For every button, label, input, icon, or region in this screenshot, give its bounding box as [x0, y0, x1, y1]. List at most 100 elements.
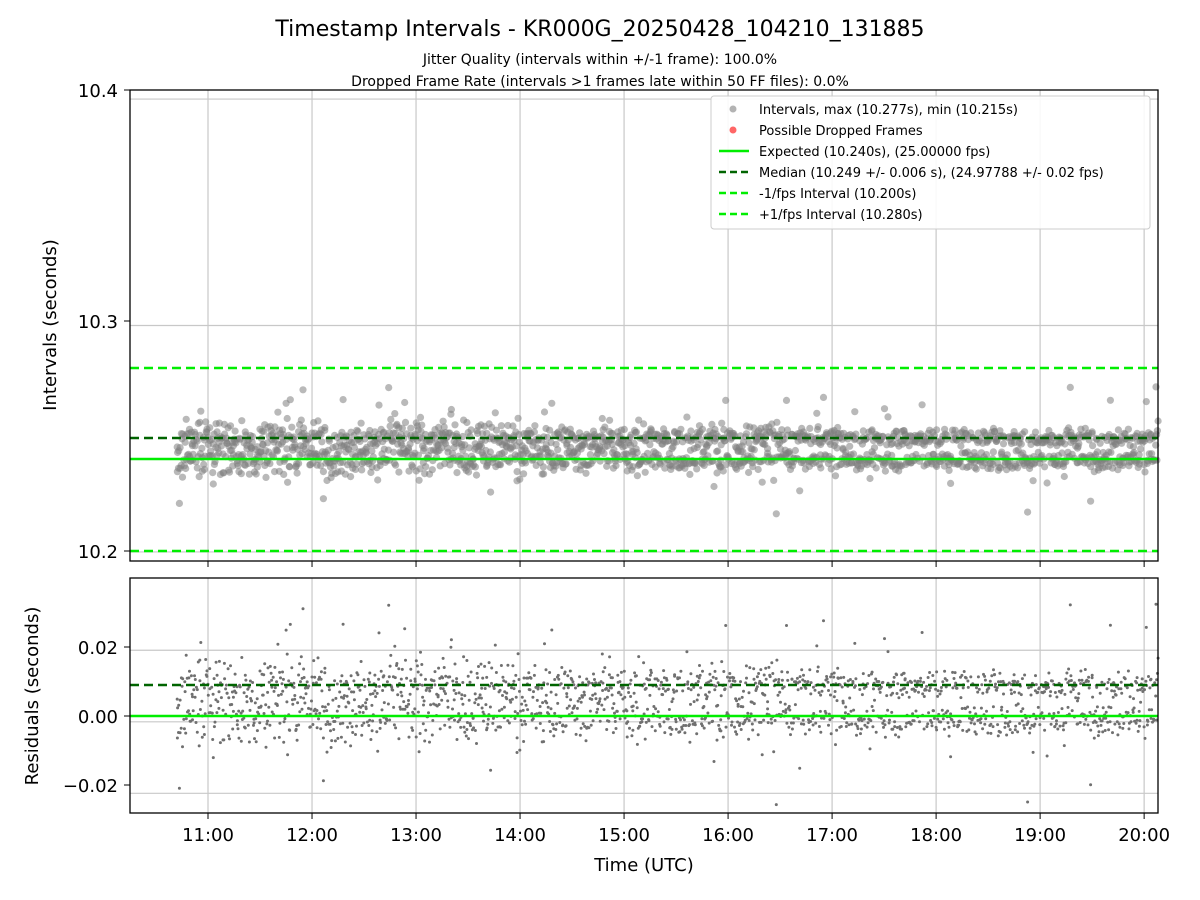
interval-point: [395, 468, 403, 476]
residual-point: [914, 709, 918, 713]
residual-point: [1109, 706, 1113, 710]
residual-point: [1132, 706, 1136, 710]
residual-point: [494, 728, 498, 732]
legend-label-minus-one: -1/fps Interval (10.200s): [759, 187, 916, 202]
x-tick-label: 19:00: [1014, 825, 1066, 846]
residual-point: [451, 679, 455, 683]
interval-point: [1137, 445, 1145, 453]
residual-point: [835, 728, 839, 732]
residual-point: [182, 727, 186, 731]
residual-point: [290, 666, 294, 670]
residual-point: [1143, 688, 1146, 692]
residual-point: [385, 719, 389, 722]
residual-point: [448, 725, 452, 729]
interval-point: [1093, 448, 1101, 456]
residual-point: [536, 686, 540, 689]
residual-point: [1033, 722, 1037, 726]
residual-point: [367, 680, 371, 684]
residual-point: [947, 734, 951, 738]
interval-point: [314, 417, 322, 425]
residual-point: [1028, 726, 1032, 730]
residual-point: [1056, 727, 1060, 731]
residual-point: [883, 723, 887, 727]
interval-point: [745, 439, 753, 447]
residual-point: [527, 671, 531, 675]
intervals-y-axis-label: Intervals (seconds): [40, 239, 61, 411]
interval-point: [415, 476, 423, 484]
residual-point: [802, 673, 805, 677]
residual-point: [343, 740, 347, 744]
residual-point: [382, 674, 386, 678]
residual-point: [270, 678, 274, 682]
residual-point: [556, 673, 560, 677]
residual-point: [188, 669, 191, 673]
residual-point: [518, 748, 522, 752]
interval-point: [630, 439, 638, 447]
residual-point: [288, 622, 292, 626]
interval-point: [693, 465, 701, 473]
residual-point: [217, 659, 221, 663]
residual-point: [283, 717, 287, 721]
interval-point: [416, 413, 425, 421]
interval-point: [335, 448, 343, 456]
residual-point: [230, 703, 234, 706]
residual-point: [818, 709, 822, 713]
residual-point: [1113, 722, 1117, 726]
residual-point: [585, 677, 589, 681]
residual-point: [299, 655, 303, 659]
residual-point: [790, 677, 794, 681]
interval-point: [474, 429, 482, 437]
residual-point: [893, 720, 897, 724]
interval-point: [497, 422, 505, 430]
residual-point: [276, 642, 280, 646]
interval-point: [463, 418, 471, 427]
residual-point: [177, 786, 181, 790]
residual-point: [1012, 673, 1016, 677]
interval-point: [283, 414, 291, 423]
residual-point: [689, 702, 692, 706]
residual-point: [254, 717, 258, 721]
residual-point: [377, 631, 381, 635]
residual-point: [432, 679, 436, 683]
residual-point: [554, 728, 558, 731]
residual-point: [1108, 623, 1112, 627]
interval-point: [918, 401, 926, 409]
intervals-panel: 10.4 10.3 10.2 Intervals (seconds) Inter…: [40, 81, 1162, 567]
residual-point: [853, 641, 857, 645]
residual-point: [626, 720, 630, 724]
residual-point: [666, 687, 670, 691]
residual-point: [361, 711, 365, 714]
residual-point: [702, 726, 706, 730]
residual-point: [430, 733, 434, 737]
residual-point: [191, 709, 195, 713]
interval-point: [198, 444, 206, 452]
residual-point: [501, 675, 505, 679]
residuals-panel: 0.02 0.00 −0.02 11:00 12:00 13:00 14:00 15:0…: [22, 577, 1170, 876]
residual-point: [886, 650, 890, 654]
residual-point: [737, 697, 741, 701]
interval-point: [834, 423, 842, 432]
residual-point: [762, 718, 766, 722]
residual-point: [1114, 693, 1118, 697]
residual-point: [806, 680, 810, 684]
residual-point: [371, 719, 375, 723]
residual-point: [911, 712, 915, 716]
residual-point: [1121, 726, 1125, 730]
interval-point: [945, 466, 953, 474]
residual-point: [839, 725, 843, 728]
residual-point: [610, 693, 614, 697]
residual-point: [692, 700, 696, 704]
residual-point: [983, 674, 987, 678]
residuals-grid: [130, 578, 1158, 813]
residual-point: [558, 721, 562, 724]
residual-point: [490, 681, 493, 685]
residual-point: [1068, 603, 1072, 607]
residual-point: [684, 724, 688, 727]
residual-point: [1018, 722, 1022, 725]
residual-point: [242, 716, 246, 720]
residual-point: [942, 727, 946, 731]
interval-point: [358, 466, 366, 474]
residual-point: [596, 707, 600, 711]
residual-point: [674, 720, 678, 724]
interval-point: [347, 473, 355, 481]
